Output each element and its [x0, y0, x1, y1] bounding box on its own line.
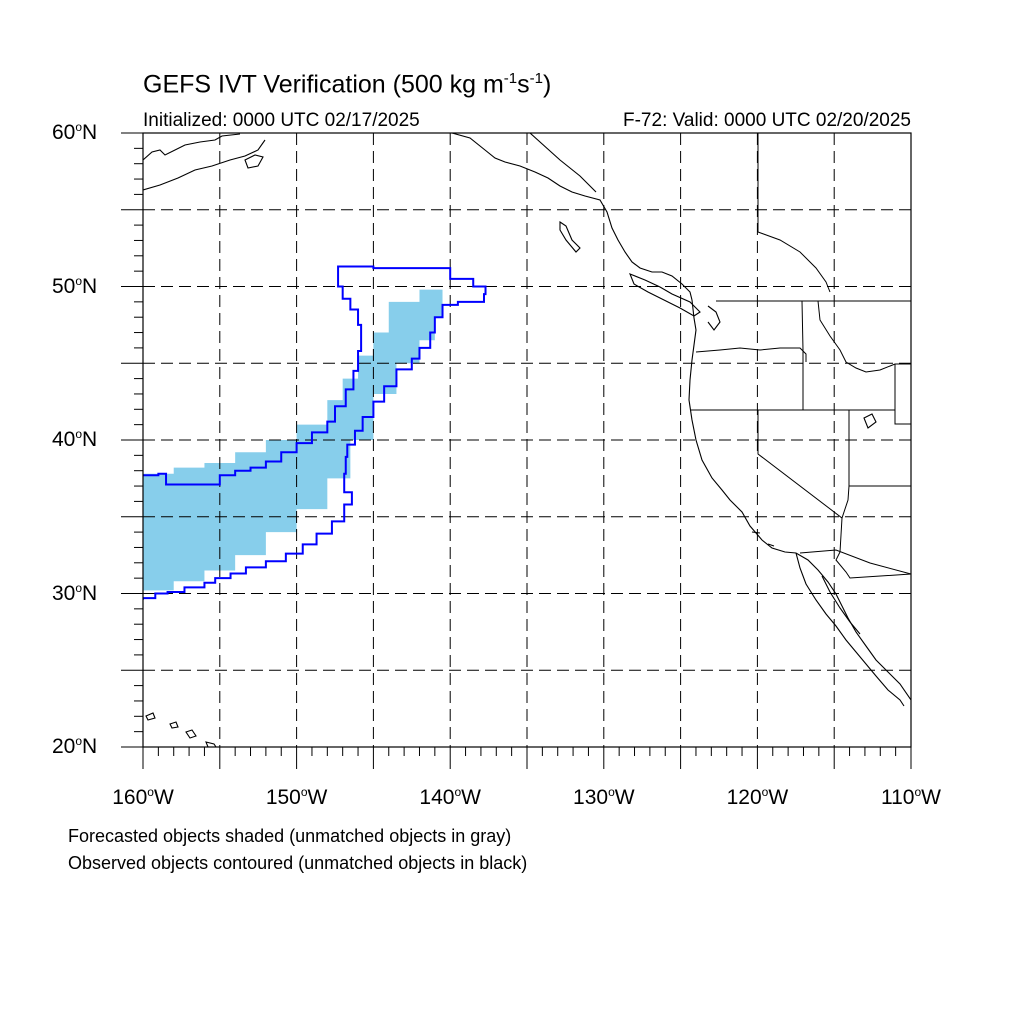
chart-title: GEFS IVT Verification (500 kg m-1s-1) — [143, 70, 552, 99]
alaska-coastline — [143, 133, 266, 191]
lat-label: 20oN — [52, 734, 98, 758]
lon-label: 140oW — [419, 785, 481, 809]
california-nevada-border — [757, 410, 850, 519]
us-west-coastline — [688, 299, 911, 701]
arizona-border — [835, 517, 911, 579]
forecast-ivt-object — [143, 289, 443, 597]
axis-ticks — [121, 132, 912, 769]
washington-oregon-border — [695, 347, 807, 362]
lat-label: 50oN — [52, 273, 98, 298]
initialized-time: Initialized: 0000 UTC 02/17/2025 — [143, 110, 420, 131]
coastlines — [143, 133, 911, 747]
haida-gwaii — [559, 220, 581, 253]
lon-label: 110oW — [881, 785, 941, 809]
nevada-utah-border — [848, 410, 911, 487]
lon-label: 150oW — [265, 785, 328, 809]
puget-sound — [707, 305, 721, 331]
great-salt-lake — [863, 413, 877, 429]
lon-label: 130oW — [573, 785, 635, 809]
lat-label: 30oN — [52, 580, 98, 605]
lat-label: 40oN — [52, 427, 98, 451]
lat-lon-gridlines — [143, 133, 911, 747]
footnote-forecast: Forecasted objects shaded (unmatched obj… — [68, 826, 512, 846]
mexico-border — [799, 549, 911, 575]
channel-islands — [751, 531, 775, 547]
wyoming-border — [894, 364, 911, 425]
baja-california — [795, 552, 905, 707]
footnote-observed: Observed objects contoured (unmatched ob… — [68, 853, 528, 873]
hawaii-islands — [145, 712, 217, 747]
kodiak-island — [244, 154, 264, 169]
lon-label: 120oW — [726, 785, 789, 809]
idaho-west-border — [801, 300, 804, 410]
vancouver-island — [629, 273, 701, 317]
lon-label: 160oW — [112, 785, 174, 809]
observed-ivt-contour — [143, 265, 487, 600]
montana-idaho-border — [817, 300, 911, 373]
lat-label: 60oN — [52, 120, 98, 144]
alaska-canada-border — [757, 133, 831, 293]
alaska-panhandle-coastline — [451, 133, 693, 301]
valid-time: F-72: Valid: 0000 UTC 02/20/2025 — [623, 110, 911, 131]
political-borders — [690, 133, 911, 579]
